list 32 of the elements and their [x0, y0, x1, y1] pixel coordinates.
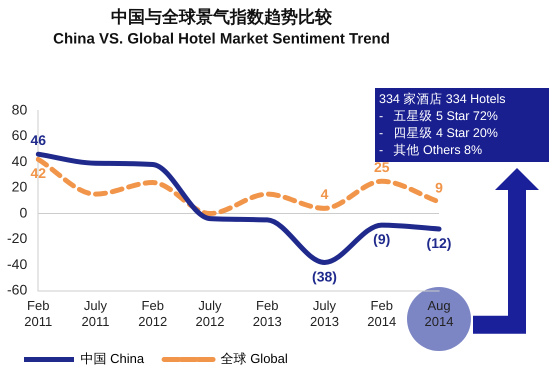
data-label: (9) [373, 230, 390, 247]
legend-label: 中国 China [80, 351, 145, 366]
x-tick-label: July 2013 [310, 298, 339, 329]
x-tick-label: Feb 2011 [24, 298, 52, 329]
x-tick-label: Feb 2012 [138, 298, 168, 329]
y-tick-label: -40 [7, 256, 28, 272]
info-box: 334 家酒店 334 Hotels - 五星级 5 Star 72% - 四星级 4 Star 20% - 其他 Others 8% [375, 88, 549, 162]
chart-title: 中国与全球景气指数趋势比较 [111, 8, 333, 28]
data-label: 25 [374, 159, 390, 176]
x-tick-label: Feb 2013 [252, 298, 282, 329]
annotation: - 四星级 4 Star 20% [379, 125, 499, 142]
y-tick-label: 40 [12, 152, 28, 169]
x-tick-label: Feb 2014 [367, 298, 396, 329]
y-tick-label: -60 [7, 282, 28, 298]
x-tick-label: July 2011 [82, 298, 110, 329]
data-label: (38) [312, 268, 337, 284]
legend-label: 全球 Global [220, 351, 288, 366]
x-tick-label: Aug 2014 [424, 298, 454, 329]
y-tick-label: 20 [12, 178, 28, 195]
data-label: (12) [426, 234, 452, 251]
y-tick-label: 80 [12, 101, 28, 118]
x-tick-label: July 2012 [196, 298, 224, 329]
data-label: 9 [435, 180, 444, 196]
data-label: 4 [320, 186, 329, 202]
y-tick-label: -20 [7, 230, 28, 246]
y-tick-label: 0 [19, 204, 28, 220]
y-tick-label: 60 [12, 127, 28, 144]
annotation: - 其他 Others 8% [379, 142, 484, 159]
chart-subtitle: China VS. Global Hotel Market Sentiment Trend [53, 30, 390, 48]
data-label: 46 [30, 132, 46, 148]
data-label: 42 [30, 165, 46, 182]
annotation: - 五星级 5 Star 72% [379, 108, 499, 125]
